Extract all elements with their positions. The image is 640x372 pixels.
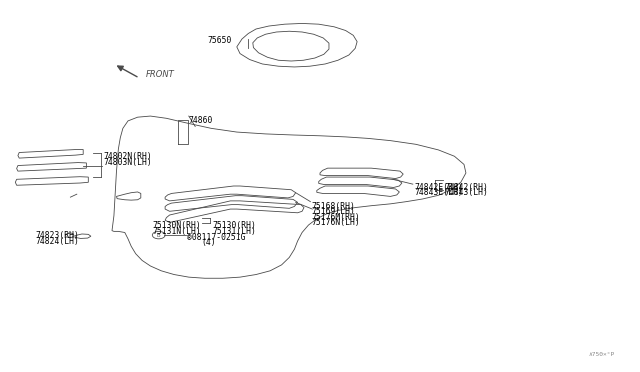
Text: 75130(RH): 75130(RH) xyxy=(212,221,257,230)
Text: ∧750×°P: ∧750×°P xyxy=(588,352,615,357)
Text: 75131(LH): 75131(LH) xyxy=(212,227,257,235)
Text: 75176N(LH): 75176N(LH) xyxy=(312,218,360,227)
Text: 74802N(RH): 74802N(RH) xyxy=(104,153,152,161)
Text: 74843E(LH): 74843E(LH) xyxy=(415,188,463,197)
Text: 75169(LH): 75169(LH) xyxy=(312,207,356,216)
Text: 74823(RH): 74823(RH) xyxy=(35,231,79,240)
Text: 74824(LH): 74824(LH) xyxy=(35,237,79,246)
Text: 74860: 74860 xyxy=(189,116,213,125)
Text: 75168(RH): 75168(RH) xyxy=(312,202,356,211)
Text: 74842E(RH): 74842E(RH) xyxy=(415,183,463,192)
Text: 75131N(LH): 75131N(LH) xyxy=(152,227,201,235)
Text: B: B xyxy=(156,232,160,238)
Text: (4): (4) xyxy=(202,238,216,247)
Text: 75176M(RH): 75176M(RH) xyxy=(312,213,360,222)
Text: 74843(LH): 74843(LH) xyxy=(445,188,489,197)
Text: 74842(RH): 74842(RH) xyxy=(445,183,489,192)
Text: 75650: 75650 xyxy=(207,36,232,45)
Text: 75130N(RH): 75130N(RH) xyxy=(152,221,201,230)
Text: 74803N(LH): 74803N(LH) xyxy=(104,158,152,167)
Text: FRONT: FRONT xyxy=(146,70,175,79)
Text: ®08117-0251G: ®08117-0251G xyxy=(187,232,245,241)
